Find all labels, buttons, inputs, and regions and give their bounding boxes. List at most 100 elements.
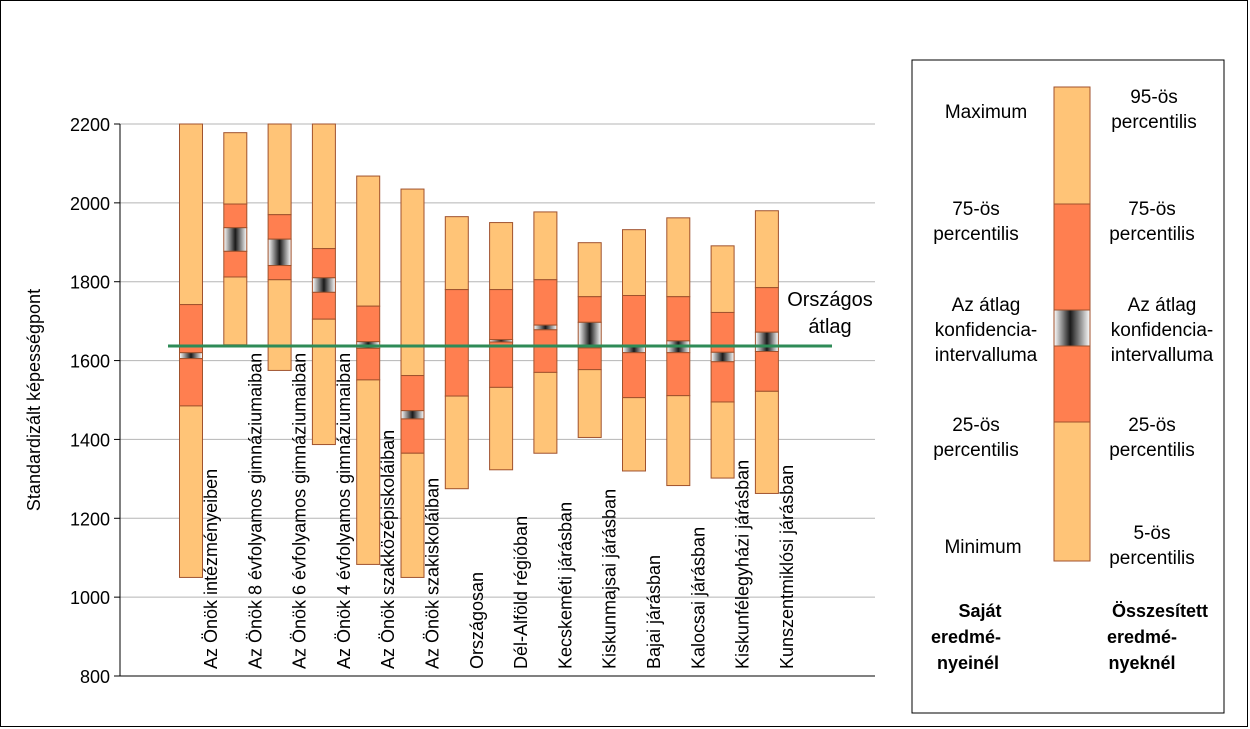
- box-q3-segment: [267, 214, 292, 240]
- legend-box-q1: [1053, 345, 1091, 423]
- average-label-line2: átlag: [808, 316, 851, 338]
- y-tick-labels: 800 1000 1200 1400 1600 1800 2000 2200: [70, 115, 110, 687]
- box-ci-segment: [533, 324, 558, 331]
- box-lower-segment: [356, 379, 381, 565]
- box-10: [622, 229, 646, 472]
- box-lower-segment: [267, 279, 292, 371]
- box-lower-segment: [577, 369, 602, 438]
- legend-box-ci: [1053, 309, 1091, 347]
- category-label: Kecskeméti járásban: [555, 502, 575, 669]
- box-12: [710, 245, 735, 479]
- box-upper-segment: [577, 242, 602, 298]
- legend-right-footer-1: Összesített: [1112, 601, 1208, 621]
- box-q3-segment: [754, 287, 779, 333]
- box-q1-segment: [356, 347, 381, 381]
- box-q3-segment: [489, 289, 514, 341]
- box-6: [444, 216, 469, 490]
- box-upper-segment: [267, 123, 292, 216]
- category-label: Bajai járásban: [644, 555, 664, 669]
- box-1: [223, 132, 248, 346]
- box-q1-segment: [311, 291, 336, 320]
- category-label: Kalocsai járásban: [688, 527, 708, 669]
- legend-right-25: 25-ös percentilis: [1109, 415, 1195, 461]
- y-tick-label: 800: [80, 667, 110, 687]
- box-7: [489, 222, 514, 471]
- box-q1-segment: [666, 352, 691, 397]
- box-upper-segment: [666, 217, 691, 298]
- box-2: [267, 123, 292, 371]
- box-ci-segment: [577, 321, 602, 349]
- box-ci-segment: [267, 238, 292, 267]
- box-lower-segment: [311, 318, 336, 446]
- box-q3-segment: [400, 375, 425, 412]
- category-label: Kiskunmajsai járásban: [600, 489, 620, 669]
- y-tick-label: 1400: [70, 430, 110, 450]
- average-label-line1: Országos: [787, 289, 873, 311]
- box-lower-segment: [533, 371, 558, 454]
- legend-left-footer-3: nyeinél: [937, 653, 999, 673]
- legend-right-footer-3: nyeknél: [1108, 653, 1175, 673]
- box-q3-segment: [577, 296, 602, 323]
- legend-box-q3: [1053, 203, 1091, 311]
- box-q3-segment: [223, 203, 248, 229]
- box-ci-segment: [622, 346, 646, 354]
- box-lower-segment: [710, 401, 735, 479]
- box-13: [754, 210, 779, 494]
- box-q1-segment: [622, 352, 646, 399]
- y-tick-label: 1800: [70, 273, 110, 293]
- box-upper-segment: [223, 132, 248, 205]
- box-q1-segment: [179, 358, 203, 407]
- category-label: Az Önök szakközépiskoláiban: [378, 430, 398, 669]
- category-label: Az Önök 6 évfolyamos gimnáziumaiban: [290, 353, 310, 669]
- category-label: Az Önök 8 évfolyamos gimnáziumaiban: [245, 353, 265, 669]
- box-lower-segment: [223, 276, 248, 346]
- box-ci-segment: [710, 351, 735, 363]
- legend-box-upper: [1053, 86, 1091, 205]
- box-q3-segment: [533, 279, 558, 326]
- y-tick-label: 1600: [70, 352, 110, 372]
- box-lower-segment: [400, 452, 425, 578]
- y-tick-label: 1200: [70, 509, 110, 529]
- legend-left-footer-2: eredmé-: [931, 627, 1001, 647]
- box-upper-segment: [179, 123, 203, 306]
- box-q1-segment: [489, 341, 514, 388]
- box-upper-segment: [622, 229, 646, 297]
- legend: Maximum 75-ös percentilis Az átlag konfide…: [911, 59, 1225, 714]
- box-9: [577, 242, 602, 438]
- box-lower-segment: [622, 397, 646, 472]
- legend-right-5: 5-ös percentilis: [1109, 523, 1195, 569]
- box-q1-segment: [577, 347, 602, 371]
- boxes: [179, 123, 779, 578]
- box-q1-segment: [223, 250, 248, 278]
- category-label: Az Önök 4 évfolyamos gimnáziumaiban: [334, 353, 354, 669]
- box-q3-segment: [311, 248, 336, 279]
- category-label: Országosan: [467, 572, 487, 669]
- y-tick-label: 2200: [70, 115, 110, 135]
- box-q3-segment: [444, 289, 469, 346]
- legend-right-footer-2: eredmé-: [1107, 627, 1177, 647]
- box-q1-segment: [267, 265, 292, 281]
- box-upper-segment: [444, 216, 469, 291]
- legend-left-maximum: Maximum: [945, 102, 1027, 123]
- box-ci-segment: [311, 277, 336, 293]
- category-label: Kunszentmiklósi járásban: [777, 465, 797, 669]
- box-8: [533, 211, 558, 454]
- box-q3-segment: [622, 295, 646, 348]
- box-upper-segment: [533, 211, 558, 281]
- box-ci-segment: [754, 331, 779, 353]
- box-3: [311, 123, 336, 446]
- box-ci-segment: [223, 227, 248, 252]
- box-ci-segment: [179, 352, 203, 360]
- legend-left-footer-1: Saját: [958, 601, 1001, 621]
- box-q1-segment: [754, 351, 779, 392]
- legend-left-ci: Az átlag konfidencia-intervalluma: [935, 295, 1038, 366]
- box-lower-segment: [444, 395, 469, 490]
- legend-right-75: 75-ös percentilis: [1109, 199, 1195, 245]
- box-5: [400, 188, 425, 578]
- legend-left-75: 75-ös percentilis: [933, 199, 1019, 245]
- y-axis-label: Standardizált képességpont: [24, 289, 44, 511]
- box-ci-segment: [400, 410, 425, 420]
- box-upper-segment: [356, 175, 381, 307]
